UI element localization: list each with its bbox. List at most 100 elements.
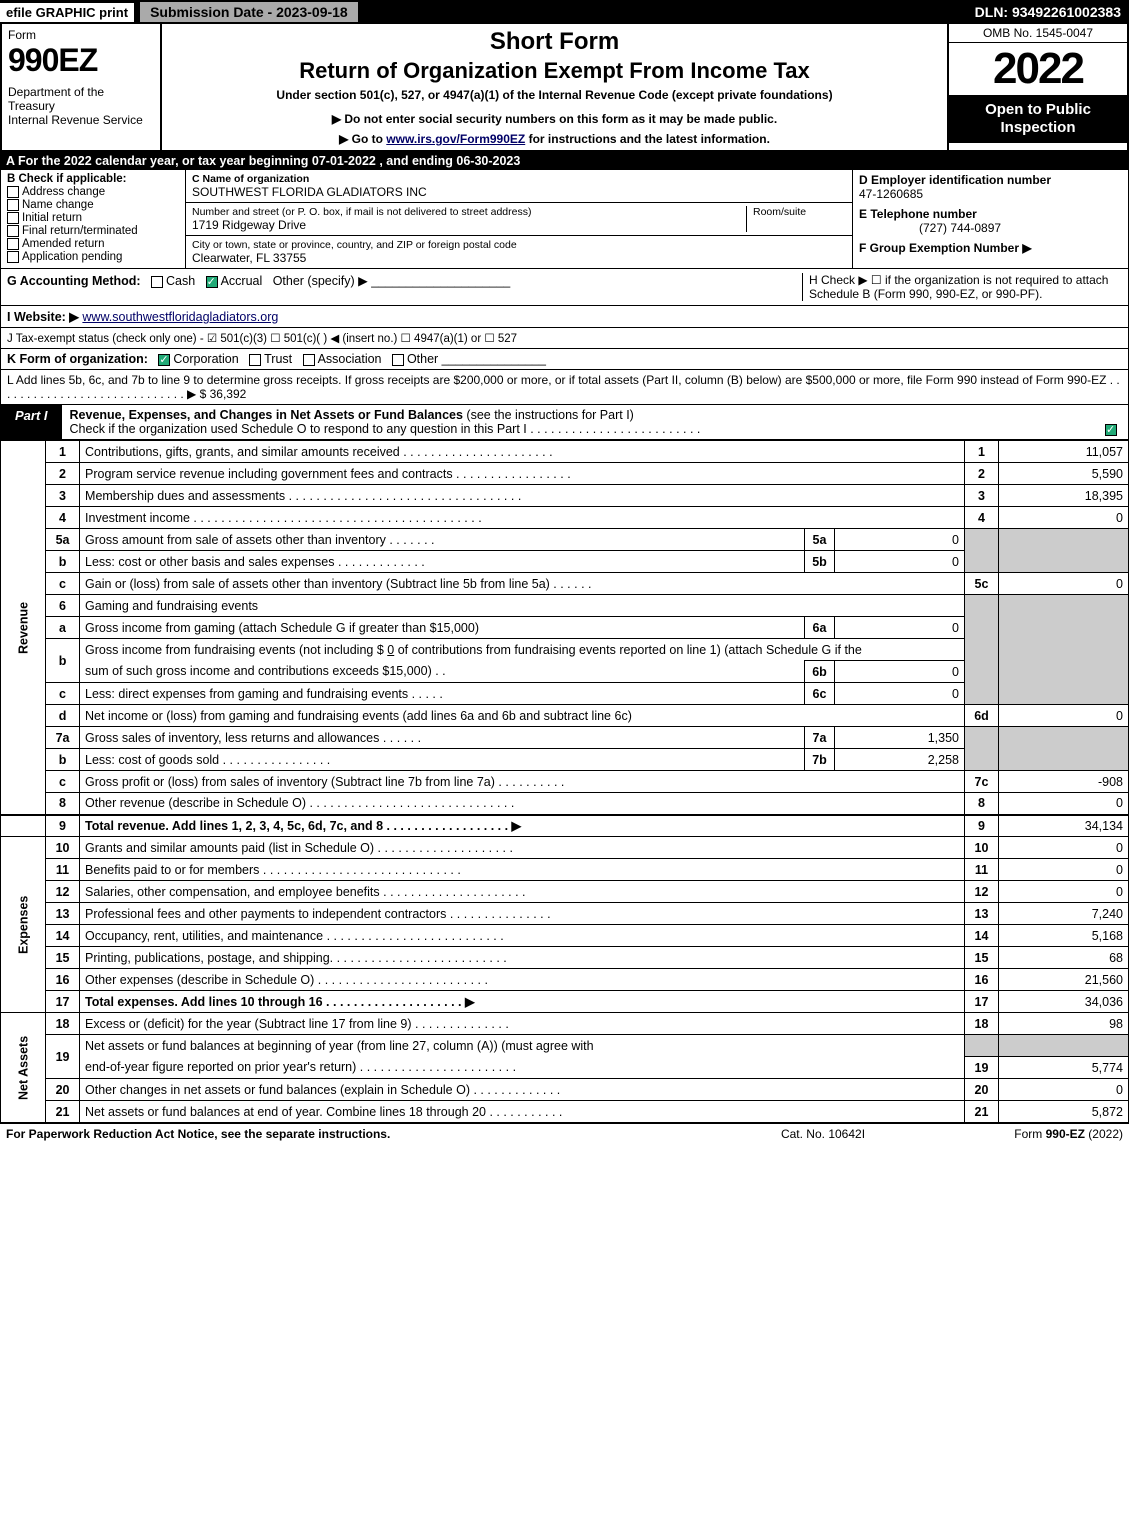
- info-box: B Check if applicable: Address change Na…: [0, 170, 1129, 269]
- page-footer: For Paperwork Reduction Act Notice, see …: [0, 1123, 1129, 1144]
- chk-address-change[interactable]: Address change: [7, 186, 179, 198]
- goto-suffix: for instructions and the latest informat…: [529, 132, 770, 146]
- footer-left: For Paperwork Reduction Act Notice, see …: [6, 1127, 723, 1141]
- form-number: 990EZ: [8, 42, 154, 79]
- revenue-side-label: Revenue: [1, 441, 46, 815]
- line-5b-value: 0: [835, 551, 965, 573]
- goto-prefix: ▶ Go to: [339, 132, 386, 146]
- table-row: 5aGross amount from sale of assets other…: [1, 529, 1129, 551]
- line-12-value: 0: [999, 881, 1129, 903]
- ein-value: 47-1260685: [859, 187, 923, 201]
- subtitle: Under section 501(c), 527, or 4947(a)(1)…: [170, 88, 939, 102]
- line-7c-value: -908: [999, 771, 1129, 793]
- checkbox-icon[interactable]: [151, 276, 163, 288]
- chk-amended-return[interactable]: Amended return: [7, 238, 179, 250]
- table-row: 6Gaming and fundraising events: [1, 595, 1129, 617]
- G-label: G Accounting Method:: [7, 274, 141, 288]
- header-left: Form 990EZ Department of the Treasury In…: [2, 24, 162, 150]
- chk-application-pending[interactable]: Application pending: [7, 251, 179, 263]
- table-row: bLess: cost of goods sold . . . . . . . …: [1, 749, 1129, 771]
- table-row: 21Net assets or fund balances at end of …: [1, 1101, 1129, 1123]
- line-1-value: 11,057: [999, 441, 1129, 463]
- C-room-label: Room/suite: [753, 206, 846, 218]
- g-cash: Cash: [166, 274, 195, 288]
- table-row: 8Other revenue (describe in Schedule O) …: [1, 793, 1129, 815]
- line-3-value: 18,395: [999, 485, 1129, 507]
- expenses-side-label: Expenses: [1, 837, 46, 1013]
- website-link[interactable]: www.southwestfloridagladiators.org: [82, 310, 278, 324]
- table-row: 16Other expenses (describe in Schedule O…: [1, 969, 1129, 991]
- table-row: 7aGross sales of inventory, less returns…: [1, 727, 1129, 749]
- checkbox-checked-icon[interactable]: [158, 354, 170, 366]
- line-21-value: 5,872: [999, 1101, 1129, 1123]
- line-2-value: 5,590: [999, 463, 1129, 485]
- table-row: dNet income or (loss) from gaming and fu…: [1, 705, 1129, 727]
- org-name: SOUTHWEST FLORIDA GLADIATORS INC: [192, 185, 846, 199]
- tel-value: (727) 744-0897: [859, 221, 1001, 235]
- section-B: B Check if applicable: Address change Na…: [1, 170, 186, 268]
- line-4-value: 0: [999, 507, 1129, 529]
- top-bar: efile GRAPHIC print Submission Date - 20…: [0, 0, 1129, 24]
- F-label: F Group Exemption Number ▶: [859, 241, 1032, 255]
- netassets-side-label: Net Assets: [1, 1013, 46, 1123]
- part-I-header: Part I Revenue, Expenses, and Changes in…: [0, 405, 1129, 440]
- checkbox-icon: [7, 225, 19, 237]
- line-5a-value: 0: [835, 529, 965, 551]
- g-other: Other (specify) ▶: [273, 274, 368, 288]
- tax-year: 2022: [949, 43, 1127, 95]
- line-14-value: 5,168: [999, 925, 1129, 947]
- checkbox-icon: [7, 199, 19, 211]
- row-A: A For the 2022 calendar year, or tax yea…: [0, 152, 1129, 170]
- irs-link[interactable]: www.irs.gov/Form990EZ: [386, 132, 525, 146]
- line-7b-value: 2,258: [835, 749, 965, 771]
- part-I-check: Check if the organization used Schedule …: [70, 422, 701, 436]
- checkbox-icon: [7, 238, 19, 250]
- line-20-value: 0: [999, 1079, 1129, 1101]
- chk-initial-return[interactable]: Initial return: [7, 212, 179, 224]
- org-city: Clearwater, FL 33755: [192, 251, 846, 265]
- line-6d-value: 0: [999, 705, 1129, 727]
- short-form-title: Short Form: [170, 28, 939, 56]
- row-K: K Form of organization: Corporation Trus…: [0, 349, 1129, 370]
- table-row: Revenue 1 Contributions, gifts, grants, …: [1, 441, 1129, 463]
- table-row: 13Professional fees and other payments t…: [1, 903, 1129, 925]
- table-row: Expenses 10Grants and similar amounts pa…: [1, 837, 1129, 859]
- table-row: aGross income from gaming (attach Schedu…: [1, 617, 1129, 639]
- table-row: bLess: cost or other basis and sales exp…: [1, 551, 1129, 573]
- form-header: Form 990EZ Department of the Treasury In…: [0, 24, 1129, 152]
- table-row: 3Membership dues and assessments . . . .…: [1, 485, 1129, 507]
- table-row: 17Total expenses. Add lines 10 through 1…: [1, 991, 1129, 1013]
- table-row: bGross income from fundraising events (n…: [1, 639, 1129, 661]
- checkbox-checked-icon[interactable]: [206, 276, 218, 288]
- lines-table: Revenue 1 Contributions, gifts, grants, …: [0, 440, 1129, 1123]
- line-19-value: 5,774: [999, 1057, 1129, 1079]
- efile-label: efile GRAPHIC print: [0, 3, 134, 22]
- E-label: E Telephone number: [859, 207, 977, 221]
- line-7a-value: 1,350: [835, 727, 965, 749]
- dln-label: DLN: 93492261002383: [967, 2, 1129, 22]
- B-label: B Check if applicable:: [7, 173, 127, 185]
- table-row: cGain or (loss) from sale of assets othe…: [1, 573, 1129, 595]
- C-name-label: C Name of organization: [192, 173, 309, 185]
- ssn-warning: ▶ Do not enter social security numbers o…: [170, 112, 939, 126]
- checkbox-icon: [7, 212, 19, 224]
- checkbox-icon[interactable]: [392, 354, 404, 366]
- schedule-o-checkbox-icon[interactable]: [1105, 424, 1117, 436]
- open-to-public: Open to Public Inspection: [949, 95, 1127, 143]
- table-row: 2Program service revenue including gover…: [1, 463, 1129, 485]
- table-row: sum of such gross income and contributio…: [1, 661, 1129, 683]
- checkbox-icon: [7, 186, 19, 198]
- table-row: Net Assets 18Excess or (deficit) for the…: [1, 1013, 1129, 1035]
- table-row: 20Other changes in net assets or fund ba…: [1, 1079, 1129, 1101]
- part-I-title: Revenue, Expenses, and Changes in Net As…: [70, 408, 463, 422]
- g-accrual: Accrual: [221, 274, 263, 288]
- chk-final-return[interactable]: Final return/terminated: [7, 225, 179, 237]
- table-row: 4Investment income . . . . . . . . . . .…: [1, 507, 1129, 529]
- line-6b-value: 0: [835, 661, 965, 683]
- line-8-value: 0: [999, 793, 1129, 815]
- omb-number: OMB No. 1545-0047: [949, 24, 1127, 43]
- row-L: L Add lines 5b, 6c, and 7b to line 9 to …: [0, 370, 1129, 405]
- chk-name-change[interactable]: Name change: [7, 199, 179, 211]
- checkbox-icon[interactable]: [249, 354, 261, 366]
- checkbox-icon[interactable]: [303, 354, 315, 366]
